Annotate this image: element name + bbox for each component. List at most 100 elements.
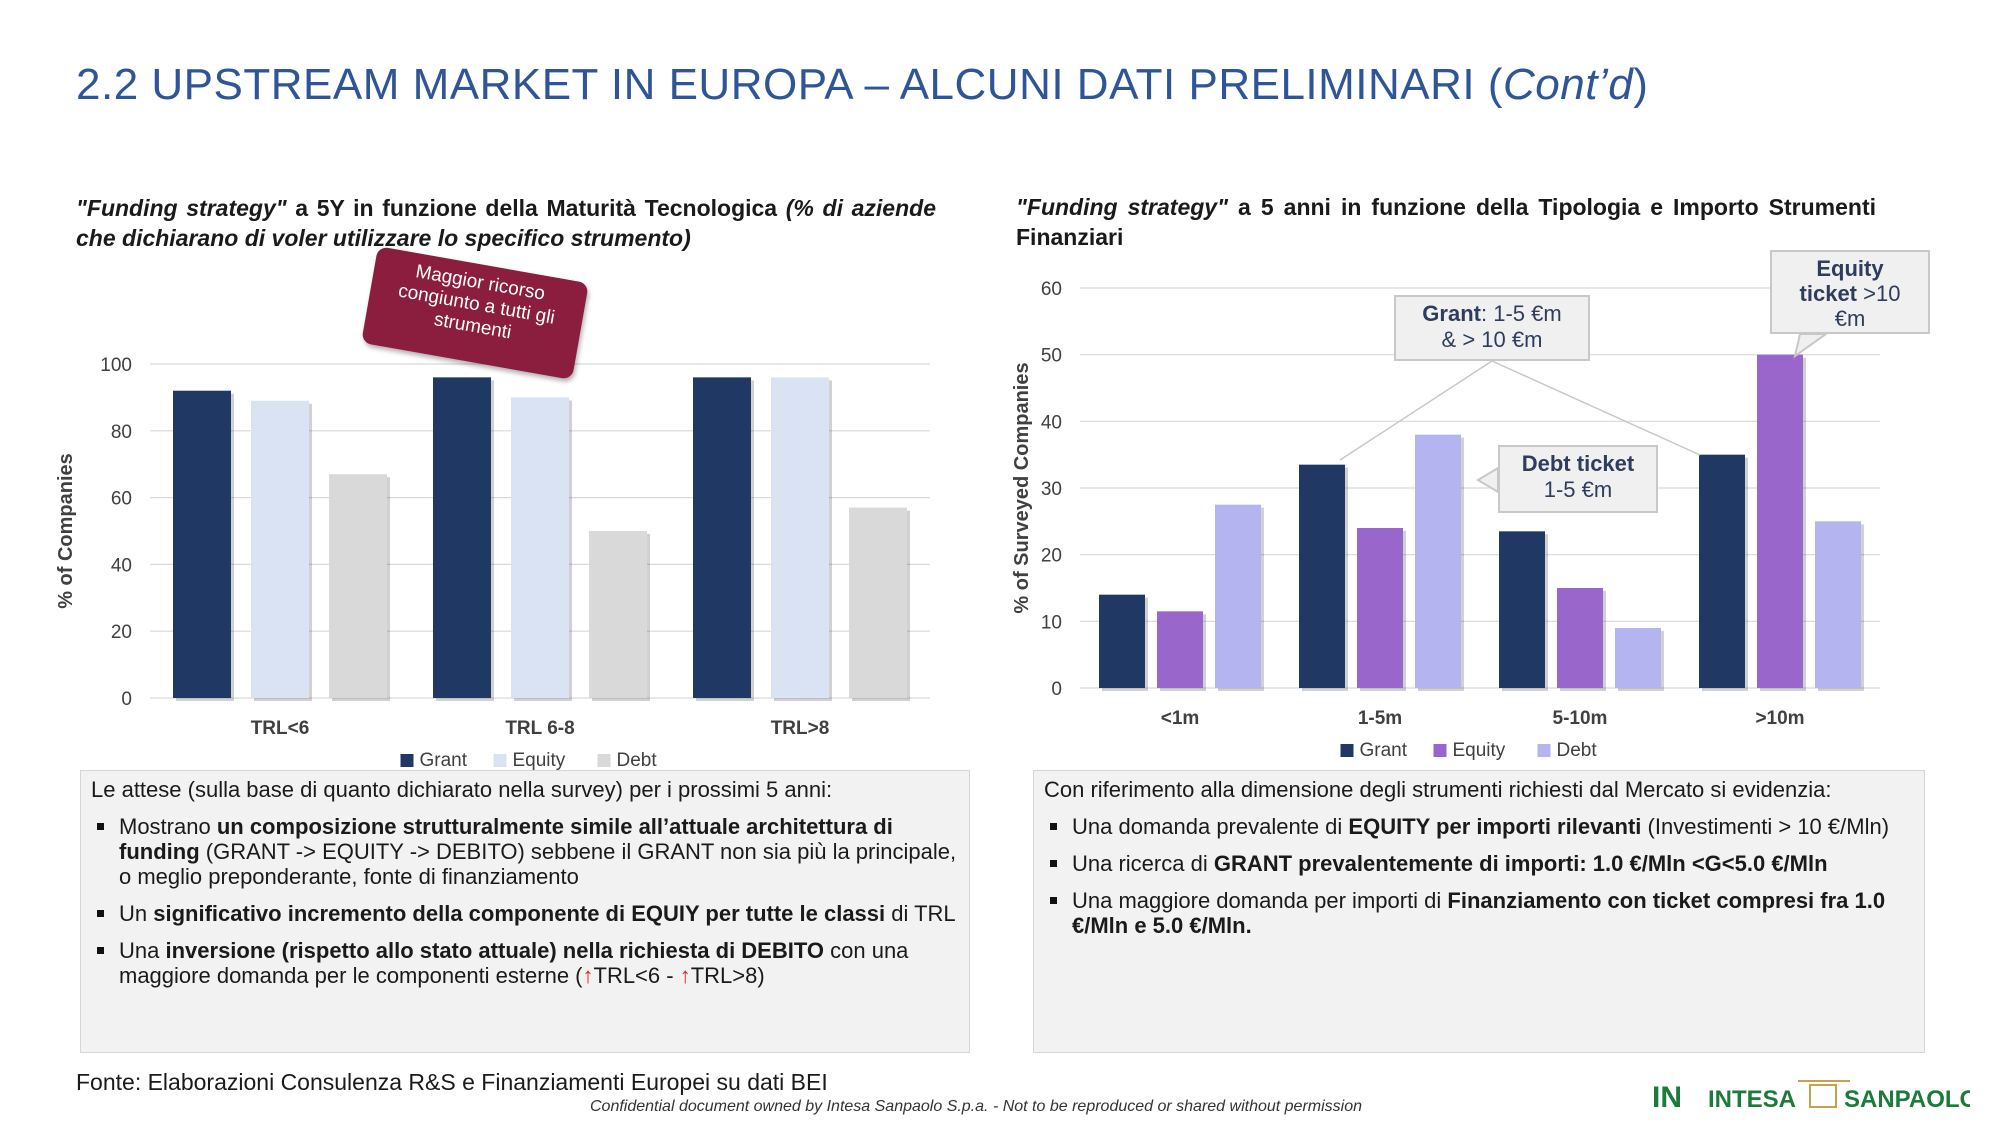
right-b1-post: (Investimenti > 10 €/Mln) — [1641, 814, 1890, 839]
legend-label-debt: Debt — [617, 750, 658, 770]
grant-callout-line2: & > 10 €m — [1441, 327, 1543, 352]
legend-label-equity: Equity — [513, 750, 566, 770]
logo-intesa: INTESA — [1708, 1086, 1796, 1113]
y-tick-label: 10 — [1041, 612, 1062, 633]
confidential-notice: Confidential document owned by Intesa Sa… — [590, 1098, 1363, 1115]
list-item: Una inversione (rispetto allo stato attu… — [91, 938, 959, 988]
bar-debt-2 — [589, 531, 647, 698]
bar-debt-1 — [329, 474, 387, 698]
title-close: ) — [1633, 60, 1649, 109]
bar-equity-4 — [1757, 354, 1803, 688]
bar-grant-3 — [1499, 531, 1545, 688]
equity-ticket-callout: Equity ticket >10 €m — [1770, 250, 1930, 334]
list-item: Una maggiore domanda per importi di Fina… — [1044, 888, 1914, 938]
bar-grant-1 — [173, 390, 231, 698]
title-italic: Cont’d — [1503, 60, 1634, 109]
bar-grant-4 — [1699, 454, 1745, 688]
y-tick-label: 40 — [1041, 412, 1062, 433]
equity-callout-line1: Equity — [1816, 256, 1884, 281]
list-item: Mostrano un composizione strutturalmente… — [91, 814, 959, 889]
grant-callout-bold: Grant — [1422, 301, 1481, 326]
logo-sanpaolo: SANPAOLO — [1844, 1086, 1970, 1113]
right-chart-subtitle: "Funding strategy" a 5 anni in funzione … — [1016, 192, 1876, 252]
left-b2-pre: Un — [119, 901, 154, 926]
y-tick-label: 80 — [111, 422, 132, 443]
bar-grant-2 — [1299, 464, 1345, 688]
left-b3-bold: inversione (rispetto allo stato attuale)… — [165, 938, 825, 963]
right-subtitle-part1: "Funding strategy" — [1016, 194, 1229, 220]
left-b1-bold: un composizione strutturalmente simile a… — [119, 814, 893, 864]
bar-equity-3 — [1557, 588, 1603, 688]
arrow-up-icon: ↑ — [582, 963, 594, 988]
left-b3-b: TRL>8) — [690, 963, 765, 988]
y-tick-label: 20 — [111, 622, 132, 643]
right-b2-bold: GRANT prevalentemente di importi: 1.0 €/… — [1213, 851, 1828, 876]
right-b2-pre: Una ricerca di — [1072, 851, 1214, 876]
list-item: Una ricerca di GRANT prevalentemente di … — [1044, 851, 1914, 876]
bar-debt-1 — [1215, 504, 1261, 688]
bar-grant-2 — [433, 377, 491, 698]
left-chart-subtitle: "Funding strategy" a 5Y in funzione dell… — [76, 193, 936, 253]
bar-equity-1 — [251, 400, 309, 698]
right-b3-bold: Finanziamento con ticket compresi fra 1.… — [1072, 888, 1886, 938]
y-tick-label: 100 — [100, 355, 132, 376]
y-tick-label: 60 — [111, 489, 132, 510]
left-bar-chart: 0 20 40 60 80 100 TRL<6 TRL 6-8 TRL>8 % of Compan… — [55, 355, 930, 770]
bar-equity-2 — [1357, 528, 1403, 688]
bar-debt-3 — [1615, 628, 1661, 688]
list-item: Una domanda prevalente di EQUITY per imp… — [1044, 814, 1914, 839]
bar-equity-1 — [1157, 611, 1203, 688]
bar-debt-4 — [1815, 521, 1861, 688]
x-tick-label: <1m — [1161, 708, 1200, 729]
title-main: 2.2 UPSTREAM MARKET IN EUROPA – ALCUNI D… — [76, 60, 1504, 109]
x-tick-label: 5-10m — [1553, 708, 1608, 729]
left-box-bullets: Mostrano un composizione strutturalmente… — [91, 814, 959, 988]
equity-callout-line2: ticket >10 — [1780, 281, 1920, 306]
y-tick-label: 50 — [1041, 346, 1062, 367]
equity-callout-rest1: >10 — [1857, 281, 1901, 306]
left-b1-pre: Mostrano — [119, 814, 217, 839]
intesa-sanpaolo-logo: IN INTESA SANPAOLO — [1652, 1080, 1970, 1114]
x-tick-label: TRL>8 — [771, 718, 830, 739]
y-axis-label: % of Surveyed Companies — [1011, 362, 1033, 613]
y-tick-label: 20 — [1041, 546, 1062, 567]
debt-callout-rest: 1-5 €m — [1543, 477, 1613, 502]
x-tick-label: TRL<6 — [251, 718, 310, 739]
maggior-callout-text: Maggior ricorso congiunto a tutti gli st… — [396, 261, 557, 344]
arrow-up-icon: ↑ — [679, 963, 691, 988]
y-tick-label: 0 — [121, 689, 132, 710]
x-tick-label: >10m — [1755, 708, 1804, 729]
left-box-intro: Le attese (sulla base di quanto dichiara… — [91, 777, 833, 802]
legend-label-equity: Equity — [1453, 740, 1506, 761]
right-b1-pre: Una domanda prevalente di — [1072, 814, 1349, 839]
right-commentary-box: Con riferimento alla dimensione degli st… — [1033, 770, 1925, 1053]
left-commentary-box: Le attese (sulla base di quanto dichiara… — [80, 770, 970, 1053]
right-b1-bold: EQUITY per importi rilevanti — [1348, 814, 1642, 839]
legend-swatch-debt — [1537, 744, 1551, 757]
y-tick-label: 0 — [1051, 679, 1062, 700]
y-tick-label: 30 — [1041, 479, 1062, 500]
y-tick-label: 40 — [111, 555, 132, 576]
bar-grant-1 — [1099, 594, 1145, 688]
left-b3-a: TRL<6 - — [593, 963, 680, 988]
legend-label-grant: Grant — [1360, 740, 1408, 761]
right-box-intro: Con riferimento alla dimensione degli st… — [1044, 777, 1832, 802]
grant-callout: Grant: 1-5 €m & > 10 €m — [1394, 295, 1590, 361]
left-b3-post: con una maggiore domanda per le componen… — [119, 938, 909, 988]
logo-emblem — [1809, 1084, 1837, 1108]
legend-label-debt: Debt — [1557, 740, 1598, 761]
x-tick-label: TRL 6-8 — [505, 718, 574, 739]
y-tick-label: 60 — [1041, 279, 1062, 300]
bar-grant-3 — [693, 377, 751, 698]
bar-debt-2 — [1415, 434, 1461, 688]
bar-equity-2 — [511, 397, 569, 698]
x-tick-label: 1-5m — [1358, 708, 1402, 729]
page-title: 2.2 UPSTREAM MARKET IN EUROPA – ALCUNI D… — [76, 60, 1648, 110]
bar-debt-3 — [849, 507, 907, 698]
bar-equity-3 — [771, 377, 829, 698]
list-item: Un significativo incremento della compon… — [91, 901, 959, 926]
grant-callout-rest1: : 1-5 €m — [1480, 301, 1562, 326]
left-b3-pre: Una — [119, 938, 166, 963]
grant-callout-line1: Grant: 1-5 €m — [1404, 301, 1580, 327]
logo-in: IN — [1652, 1081, 1682, 1114]
